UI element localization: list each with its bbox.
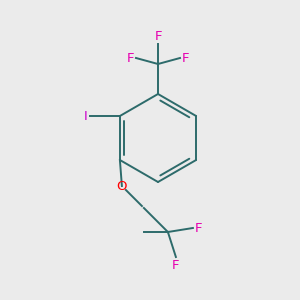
Text: F: F (182, 52, 190, 64)
Text: F: F (127, 52, 134, 64)
Text: O: O (117, 179, 127, 193)
Text: F: F (195, 221, 202, 235)
Text: F: F (154, 30, 162, 43)
Text: F: F (172, 259, 180, 272)
Text: I: I (84, 110, 88, 122)
